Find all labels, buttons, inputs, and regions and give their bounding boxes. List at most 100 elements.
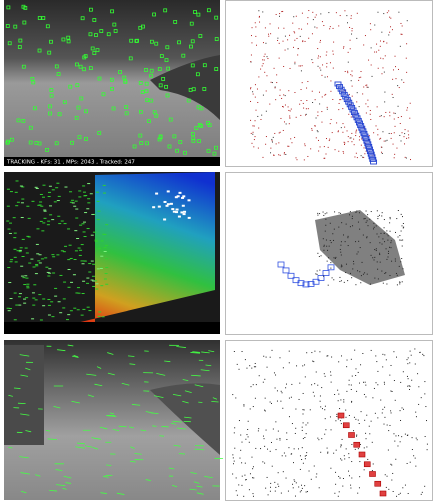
map-point <box>380 146 382 148</box>
map-point <box>306 452 308 454</box>
feature-line <box>208 350 215 353</box>
map-point <box>325 153 327 155</box>
cloud-point <box>357 270 359 272</box>
map-point <box>355 368 357 370</box>
map-point <box>305 424 307 426</box>
depth-point <box>13 292 17 294</box>
depth-point <box>39 319 43 321</box>
map-point <box>275 421 277 423</box>
map-point <box>293 448 295 450</box>
map-point <box>259 21 261 23</box>
map-point <box>346 22 348 24</box>
depth-point <box>35 187 39 189</box>
map-point <box>357 371 359 373</box>
depth-point <box>41 196 45 198</box>
map-point <box>251 367 253 369</box>
cloud-point <box>315 273 317 275</box>
map-point <box>289 115 291 117</box>
map-point <box>360 155 362 157</box>
depth-point <box>9 191 13 193</box>
feature <box>145 98 150 103</box>
depth-point <box>71 199 75 201</box>
map-point <box>278 57 280 59</box>
map-point <box>307 422 309 424</box>
map-point <box>262 435 264 437</box>
map-point <box>363 156 365 158</box>
feature <box>214 37 219 41</box>
feature-line <box>75 446 85 449</box>
map-point <box>324 418 326 420</box>
cloud-point <box>339 280 341 282</box>
feature <box>141 24 145 29</box>
feature <box>66 35 71 40</box>
depth-point <box>21 186 25 188</box>
map-point <box>326 66 328 68</box>
map-point <box>302 102 304 104</box>
map-point <box>294 32 296 34</box>
feature <box>37 16 42 20</box>
map-point <box>265 42 267 44</box>
cloud-point <box>384 241 386 243</box>
map-point <box>300 100 302 102</box>
map-point <box>351 70 353 72</box>
map-point <box>392 143 394 145</box>
map-point <box>330 467 332 469</box>
map-point <box>374 412 376 414</box>
map-point <box>249 365 251 367</box>
map-point <box>379 115 381 117</box>
map-point <box>321 408 323 410</box>
map-point <box>253 125 255 127</box>
map-point <box>296 37 298 39</box>
depth-overlay <box>30 172 215 334</box>
map-point <box>393 118 395 120</box>
map-point <box>350 80 352 82</box>
map-point <box>260 448 262 450</box>
map-point <box>251 142 253 144</box>
map-point <box>316 27 318 29</box>
map-point <box>253 139 255 141</box>
map-point <box>392 69 394 71</box>
map-point <box>420 397 422 399</box>
feature-line <box>182 379 189 381</box>
map-point <box>351 400 353 402</box>
feature <box>181 53 186 58</box>
map-point <box>403 136 405 138</box>
keyframe <box>337 86 345 92</box>
map-point <box>404 433 406 435</box>
map-view <box>225 0 433 167</box>
keyframe <box>348 104 356 110</box>
keyframe <box>356 120 363 126</box>
map-point <box>303 159 305 161</box>
map-point <box>341 438 343 440</box>
feature <box>165 93 170 98</box>
map-point <box>306 99 308 101</box>
feature <box>214 15 219 20</box>
feature <box>92 18 97 22</box>
depth-point <box>56 182 60 184</box>
cloud-point <box>329 240 331 242</box>
cloud-point <box>326 260 328 262</box>
depth-point <box>70 281 74 283</box>
map-point <box>426 443 428 445</box>
map-point <box>424 381 426 383</box>
map-point <box>317 111 319 113</box>
depth-point <box>69 191 73 193</box>
depth-point <box>7 310 11 312</box>
camera <box>302 281 310 288</box>
depth-point <box>6 188 10 190</box>
feature <box>144 68 148 72</box>
map-point <box>317 65 319 67</box>
map-point <box>293 31 295 33</box>
depth-point <box>46 271 50 273</box>
feature-line <box>171 484 178 488</box>
map-point <box>251 27 253 29</box>
depth-point <box>44 257 48 259</box>
map-point <box>285 477 287 479</box>
depth-point <box>51 219 55 221</box>
map-point <box>407 363 409 365</box>
map-point <box>411 379 413 381</box>
map-point <box>356 390 358 392</box>
map-point <box>233 432 235 434</box>
cloud-point <box>399 239 401 241</box>
map-point <box>399 45 401 47</box>
